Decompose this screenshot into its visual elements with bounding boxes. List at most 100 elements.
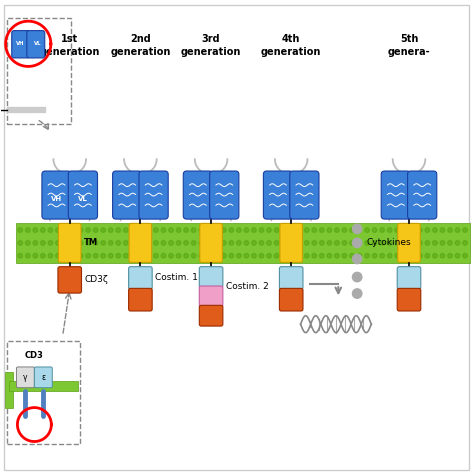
Circle shape <box>297 240 301 245</box>
Circle shape <box>244 240 249 245</box>
Circle shape <box>78 228 83 232</box>
Circle shape <box>425 228 430 232</box>
Text: VH: VH <box>16 41 24 46</box>
Circle shape <box>146 253 151 258</box>
Bar <box>7 341 80 444</box>
FancyBboxPatch shape <box>210 171 239 219</box>
Text: Costim. 2: Costim. 2 <box>226 282 268 291</box>
FancyBboxPatch shape <box>12 31 30 58</box>
Circle shape <box>199 253 203 258</box>
Text: 3rd
generation: 3rd generation <box>181 35 241 57</box>
FancyBboxPatch shape <box>35 367 52 388</box>
FancyBboxPatch shape <box>279 267 303 289</box>
Circle shape <box>402 253 407 258</box>
Circle shape <box>342 253 347 258</box>
Circle shape <box>40 240 45 245</box>
Circle shape <box>312 228 317 232</box>
Circle shape <box>199 240 203 245</box>
FancyBboxPatch shape <box>397 288 421 311</box>
FancyBboxPatch shape <box>128 288 152 311</box>
Circle shape <box>26 253 30 258</box>
Circle shape <box>455 253 460 258</box>
Circle shape <box>131 240 136 245</box>
Circle shape <box>395 253 400 258</box>
Circle shape <box>327 253 332 258</box>
Circle shape <box>327 240 332 245</box>
Circle shape <box>425 253 430 258</box>
Circle shape <box>48 240 53 245</box>
Circle shape <box>447 240 452 245</box>
Circle shape <box>350 228 355 232</box>
Circle shape <box>447 253 452 258</box>
FancyBboxPatch shape <box>408 171 437 219</box>
Circle shape <box>395 240 400 245</box>
Circle shape <box>380 253 384 258</box>
Bar <box>5 372 13 408</box>
Circle shape <box>244 253 249 258</box>
Circle shape <box>380 240 384 245</box>
Circle shape <box>365 228 369 232</box>
FancyBboxPatch shape <box>199 267 223 287</box>
Circle shape <box>440 253 445 258</box>
Circle shape <box>78 240 83 245</box>
Circle shape <box>229 240 234 245</box>
Circle shape <box>463 240 467 245</box>
Circle shape <box>237 253 241 258</box>
Circle shape <box>319 240 324 245</box>
FancyBboxPatch shape <box>68 171 98 219</box>
Circle shape <box>335 253 339 258</box>
Circle shape <box>18 228 23 232</box>
Circle shape <box>353 224 362 234</box>
Circle shape <box>353 289 362 298</box>
Circle shape <box>252 253 256 258</box>
FancyBboxPatch shape <box>129 223 152 263</box>
Circle shape <box>191 240 196 245</box>
FancyBboxPatch shape <box>397 267 421 289</box>
Circle shape <box>259 228 264 232</box>
Circle shape <box>312 253 317 258</box>
Circle shape <box>40 253 45 258</box>
FancyBboxPatch shape <box>279 288 303 311</box>
Circle shape <box>116 253 120 258</box>
Circle shape <box>289 253 294 258</box>
Circle shape <box>123 240 128 245</box>
Circle shape <box>176 253 181 258</box>
FancyBboxPatch shape <box>4 5 469 470</box>
Circle shape <box>229 228 234 232</box>
Circle shape <box>410 228 415 232</box>
Circle shape <box>184 240 189 245</box>
Circle shape <box>319 228 324 232</box>
Circle shape <box>395 228 400 232</box>
Text: VH: VH <box>51 196 62 202</box>
Circle shape <box>214 240 219 245</box>
Circle shape <box>33 253 37 258</box>
Circle shape <box>387 228 392 232</box>
Circle shape <box>304 253 309 258</box>
Circle shape <box>138 253 143 258</box>
FancyBboxPatch shape <box>17 367 35 388</box>
Circle shape <box>259 240 264 245</box>
Circle shape <box>353 238 362 247</box>
Circle shape <box>206 240 211 245</box>
Circle shape <box>304 228 309 232</box>
Circle shape <box>154 228 158 232</box>
Circle shape <box>131 253 136 258</box>
Circle shape <box>433 228 438 232</box>
Circle shape <box>18 240 23 245</box>
Circle shape <box>353 273 362 282</box>
Circle shape <box>169 240 173 245</box>
Circle shape <box>199 228 203 232</box>
Circle shape <box>55 253 60 258</box>
Bar <box>7 18 71 124</box>
Circle shape <box>365 253 369 258</box>
Circle shape <box>161 253 166 258</box>
Circle shape <box>93 253 98 258</box>
Circle shape <box>116 240 120 245</box>
Circle shape <box>48 253 53 258</box>
Circle shape <box>418 253 422 258</box>
Circle shape <box>116 228 120 232</box>
FancyBboxPatch shape <box>200 223 222 263</box>
Circle shape <box>267 228 272 232</box>
Circle shape <box>319 253 324 258</box>
Circle shape <box>365 240 369 245</box>
